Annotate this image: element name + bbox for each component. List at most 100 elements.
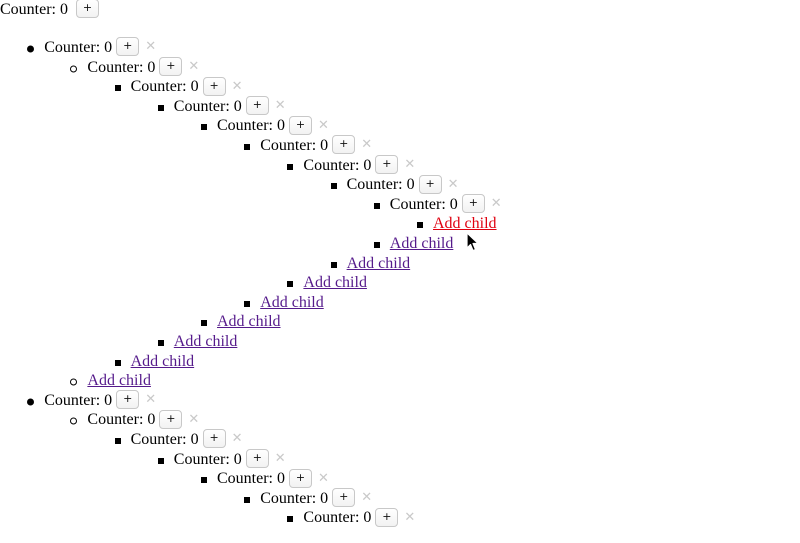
root-counter: Counter: 0 + bbox=[0, 0, 99, 20]
add-child-list-item: Add child bbox=[157, 332, 238, 352]
disc-bullet-icon bbox=[27, 45, 35, 53]
increment-button[interactable]: + bbox=[461, 194, 485, 214]
counter-label: Counter: 0 bbox=[173, 450, 242, 468]
square-bullet-icon bbox=[287, 281, 294, 288]
increment-button[interactable]: + bbox=[245, 96, 269, 116]
counter-list-item: Counter: 0 + ✕ bbox=[157, 96, 286, 117]
add-child-link[interactable]: Add child bbox=[217, 313, 281, 331]
increment-button[interactable]: + bbox=[418, 174, 442, 194]
remove-icon[interactable]: ✕ bbox=[447, 176, 459, 192]
add-child-link[interactable]: Add child bbox=[87, 372, 151, 390]
remove-icon[interactable]: ✕ bbox=[145, 39, 157, 55]
disc-bullet-icon bbox=[27, 398, 35, 406]
remove-icon[interactable]: ✕ bbox=[188, 58, 200, 74]
circle-bullet-icon bbox=[70, 417, 78, 425]
counter-label: Counter: 0 bbox=[217, 470, 285, 488]
counter-label: Counter: 0 bbox=[260, 137, 329, 154]
add-child-link[interactable]: Add child bbox=[260, 293, 324, 311]
remove-icon[interactable]: ✕ bbox=[231, 78, 243, 94]
counter-label: Counter: 0 bbox=[130, 431, 199, 448]
add-child-list-item: Add child bbox=[70, 371, 151, 391]
remove-icon[interactable]: ✕ bbox=[404, 156, 416, 172]
increment-button[interactable]: + bbox=[116, 37, 140, 57]
square-bullet-icon bbox=[114, 438, 121, 444]
circle-bullet-icon bbox=[70, 65, 78, 73]
add-child-link[interactable]: Add child bbox=[433, 215, 497, 233]
remove-icon[interactable]: ✕ bbox=[274, 450, 286, 466]
increment-button[interactable]: + bbox=[289, 115, 312, 135]
square-bullet-icon bbox=[114, 85, 121, 92]
remove-icon[interactable]: ✕ bbox=[361, 490, 373, 506]
increment-button[interactable]: + bbox=[245, 448, 269, 468]
counter-label: Counter: 0 bbox=[44, 391, 113, 409]
square-bullet-icon bbox=[330, 183, 337, 190]
counter-label: Counter: 0 bbox=[87, 411, 156, 429]
increment-button[interactable]: + bbox=[159, 409, 183, 429]
add-child-list-item: Add child bbox=[373, 234, 454, 254]
increment-button[interactable]: + bbox=[375, 154, 399, 174]
remove-icon[interactable]: ✕ bbox=[145, 392, 157, 408]
counter-list-item: Counter: 0 + ✕ bbox=[330, 174, 459, 195]
increment-button[interactable]: + bbox=[159, 56, 183, 76]
counter-label: Counter: 0 bbox=[346, 176, 415, 194]
counter-label: Counter: 0 bbox=[303, 156, 372, 174]
increment-button[interactable]: + bbox=[289, 468, 312, 488]
add-child-link[interactable]: Add child bbox=[173, 333, 238, 350]
increment-button[interactable]: + bbox=[332, 488, 356, 508]
add-child-link[interactable]: Add child bbox=[389, 235, 454, 252]
remove-icon[interactable]: ✕ bbox=[188, 411, 200, 427]
add-child-list-item: Add child bbox=[417, 214, 497, 234]
root-increment-button[interactable]: + bbox=[76, 0, 99, 19]
circle-bullet-icon bbox=[70, 378, 78, 386]
remove-icon[interactable]: ✕ bbox=[361, 137, 373, 153]
square-bullet-icon bbox=[157, 340, 164, 346]
counter-list-item: Counter: 0 + ✕ bbox=[373, 194, 502, 215]
square-bullet-icon bbox=[417, 222, 423, 229]
add-child-list-item: Add child bbox=[330, 254, 411, 274]
remove-icon[interactable]: ✕ bbox=[274, 98, 286, 114]
square-bullet-icon bbox=[287, 163, 294, 170]
mouse-cursor-icon bbox=[466, 232, 479, 252]
remove-icon[interactable]: ✕ bbox=[231, 431, 243, 447]
square-bullet-icon bbox=[287, 516, 294, 523]
square-bullet-icon bbox=[201, 124, 207, 131]
square-bullet-icon bbox=[157, 457, 164, 464]
counter-list-item: Counter: 0 + ✕ bbox=[244, 488, 373, 509]
counter-label: Counter: 0 bbox=[389, 195, 458, 213]
remove-icon[interactable]: ✕ bbox=[490, 196, 502, 212]
counter-list-item: Counter: 0 + ✕ bbox=[244, 135, 373, 156]
counter-label: Counter: 0 bbox=[303, 509, 372, 527]
add-child-list-item: Add child bbox=[201, 312, 281, 332]
counter-label: Counter: 0 bbox=[217, 117, 285, 135]
root-counter-label: Counter: 0 bbox=[0, 1, 68, 18]
remove-icon[interactable]: ✕ bbox=[318, 117, 329, 133]
square-bullet-icon bbox=[157, 104, 164, 111]
square-bullet-icon bbox=[201, 477, 207, 484]
counter-list-item: Counter: 0 + ✕ bbox=[27, 390, 157, 411]
add-child-list-item: Add child bbox=[287, 273, 367, 293]
square-bullet-icon bbox=[244, 144, 251, 150]
counter-list-item: Counter: 0 + ✕ bbox=[27, 37, 157, 58]
remove-icon[interactable]: ✕ bbox=[318, 470, 329, 486]
increment-button[interactable]: + bbox=[332, 135, 356, 155]
increment-button[interactable]: + bbox=[202, 429, 226, 449]
counter-label: Counter: 0 bbox=[44, 39, 113, 56]
counter-list-item: Counter: 0 + ✕ bbox=[114, 429, 243, 450]
add-child-link[interactable]: Add child bbox=[130, 352, 195, 370]
square-bullet-icon bbox=[244, 496, 251, 503]
counter-label: Counter: 0 bbox=[260, 489, 329, 507]
add-child-link[interactable]: Add child bbox=[346, 254, 411, 272]
square-bullet-icon bbox=[373, 242, 380, 248]
counter-list-item: Counter: 0 + ✕ bbox=[70, 56, 200, 78]
counter-list-item: Counter: 0 + ✕ bbox=[157, 448, 286, 470]
counter-label: Counter: 0 bbox=[130, 78, 199, 96]
increment-button[interactable]: + bbox=[116, 390, 140, 410]
counter-list-item: Counter: 0 + ✕ bbox=[201, 468, 329, 489]
increment-button[interactable]: + bbox=[202, 76, 226, 96]
square-bullet-icon bbox=[373, 202, 380, 209]
increment-button[interactable]: + bbox=[375, 507, 399, 527]
square-bullet-icon bbox=[244, 300, 251, 307]
add-child-link[interactable]: Add child bbox=[303, 274, 367, 292]
remove-icon[interactable]: ✕ bbox=[404, 509, 416, 525]
